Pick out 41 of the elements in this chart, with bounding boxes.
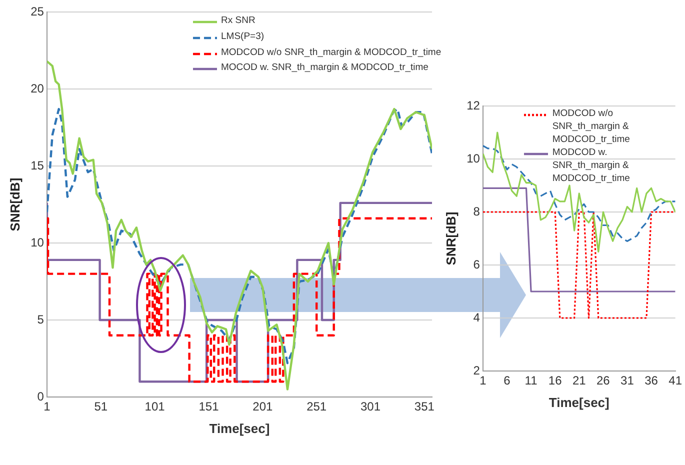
x-tick-label: 101 — [144, 400, 166, 414]
legend-label: MODCOD w/o SNR_th_margin & MODCOD_tr_time — [221, 46, 442, 60]
x-tick-label: 1 — [44, 400, 51, 414]
y-tick-label: 10 — [30, 235, 44, 250]
legend-label: MOCOD w. SNR_th_margin & MODCOD_tr_time — [221, 62, 428, 76]
x-tick-label: 36 — [644, 374, 658, 388]
y-tick-label: 10 — [466, 151, 480, 166]
x-tick-label: 31 — [620, 374, 634, 388]
y-axis-title: SNR[dB] — [443, 212, 458, 266]
legend-label: LMS(P=3) — [221, 30, 264, 44]
y-tick-label: 20 — [30, 81, 44, 96]
line-series — [46, 108, 432, 364]
x-axis-title: Time[sec] — [548, 394, 610, 410]
y-tick-label: 12 — [466, 98, 480, 112]
y-tick-label: 25 — [30, 4, 44, 18]
x-tick-label: 251 — [306, 400, 327, 414]
x-tick-label: 301 — [360, 400, 381, 414]
x-tick-label: 1 — [480, 374, 487, 388]
x-tick-label: 41 — [668, 374, 682, 388]
y-axis-title: SNR[dB] — [7, 178, 22, 232]
y-tick-label: 6 — [473, 257, 480, 272]
y-tick-label: 5 — [37, 312, 44, 326]
x-tick-label: 201 — [252, 400, 273, 414]
legend-label: MODCOD w/o SNR_th_margin & MODCOD_tr_time — [552, 108, 631, 146]
x-tick-label: 151 — [198, 400, 220, 414]
y-tick-label: 2 — [473, 363, 480, 378]
y-tick-label: 8 — [473, 204, 480, 218]
y-tick-label: 4 — [473, 310, 480, 324]
x-tick-label: 16 — [548, 374, 562, 388]
line-series — [482, 144, 676, 242]
x-tick-label: 26 — [596, 374, 610, 388]
legend-label: Rx SNR — [221, 15, 256, 28]
x-tick-label: 11 — [524, 374, 538, 388]
legend-label: MODCOD w. SNR_th_margin & MODCOD_tr_time — [552, 147, 631, 186]
y-tick-label: 15 — [30, 158, 44, 172]
x-tick-label: 51 — [94, 400, 108, 414]
y-tick-label: 0 — [37, 389, 44, 404]
x-tick-label: 21 — [572, 374, 586, 388]
x-tick-label: 6 — [504, 374, 511, 388]
x-tick-label: 351 — [414, 400, 435, 414]
x-axis-title: Time[sec] — [209, 420, 270, 436]
